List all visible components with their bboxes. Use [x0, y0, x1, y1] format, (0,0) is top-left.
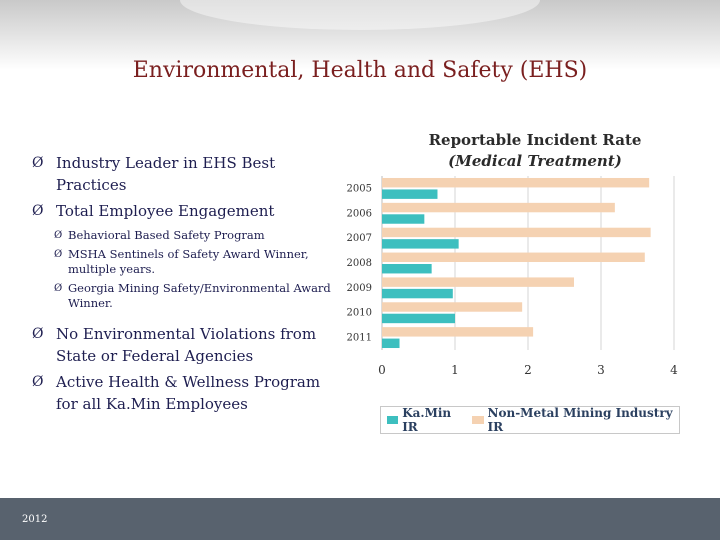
sub-bullet-item: Ø Behavioral Based Safety Program: [54, 228, 342, 243]
y-tick-label: 2010: [347, 308, 372, 319]
bullet-text: Active Health & Wellness Program for all…: [56, 373, 321, 413]
chart-subtitle: (Medical Treatment): [448, 152, 622, 170]
bullet-text: No Environmental Violations from State o…: [56, 325, 317, 365]
y-tick-label: 2009: [347, 283, 372, 294]
bar-kamin: [382, 214, 425, 224]
chart-legend: Ka.Min IR Non-Metal Mining Industry IR: [380, 406, 680, 434]
header-banner: [0, 0, 720, 70]
legend-swatch: [472, 416, 484, 424]
bullet-arrow-icon: Ø: [32, 374, 44, 390]
bar-kamin: [382, 264, 432, 274]
sub-bullet-text: Georgia Mining Safety/Environmental Awar…: [68, 281, 331, 310]
y-tick-label: 2007: [347, 233, 372, 244]
sub-bullet-list: Ø Behavioral Based Safety Program Ø MSHA…: [32, 228, 342, 311]
banner-decoration: [180, 0, 540, 30]
bullet-item: Ø Total Employee Engagement: [32, 200, 342, 222]
bullet-arrow-icon: Ø: [32, 155, 44, 171]
bullet-item: Ø Active Health & Wellness Program for a…: [32, 371, 342, 415]
bar-industry: [382, 202, 615, 213]
bar-industry: [382, 277, 574, 287]
x-tick-label: 1: [451, 363, 459, 377]
x-tick-label: 0: [378, 363, 386, 377]
bar-industry: [382, 227, 651, 238]
bar-industry: [382, 252, 645, 263]
footer-year: 2012: [22, 514, 48, 525]
incident-rate-chart: 0 1 2 3 4 2005 2006 2007 2008 2009 2010 2011: [347, 176, 678, 377]
x-tick-label: 2: [524, 363, 532, 377]
sub-bullet-text: MSHA Sentinels of Safety Award Winner, m…: [68, 247, 309, 276]
bullet-arrow-icon: Ø: [32, 203, 44, 219]
y-tick-label: 2005: [347, 183, 372, 194]
bullet-text: Industry Leader in EHS Best Practices: [56, 154, 276, 194]
bullet-list: Ø Industry Leader in EHS Best Practices …: [32, 152, 342, 419]
legend-swatch: [387, 416, 399, 424]
y-tick-label: 2008: [347, 258, 372, 269]
legend-item-industry: Non-Metal Mining Industry IR: [472, 406, 679, 434]
sub-bullet-arrow-icon: Ø: [54, 249, 63, 260]
bullet-item: Ø Industry Leader in EHS Best Practices: [32, 152, 342, 196]
bar-kamin: [382, 239, 459, 249]
bullet-text: Total Employee Engagement: [56, 202, 275, 220]
legend-label: Ka.Min IR: [402, 406, 452, 434]
bullet-arrow-icon: Ø: [32, 326, 44, 342]
bar-kamin: [382, 338, 400, 349]
sub-bullet-arrow-icon: Ø: [54, 283, 63, 294]
bar-kamin: [382, 288, 453, 299]
slide-title: Environmental, Health and Safety (EHS): [132, 58, 588, 83]
chart-title: Reportable Incident Rate: [428, 131, 642, 149]
bar-industry: [382, 302, 523, 312]
legend-label: Non-Metal Mining Industry IR: [487, 406, 673, 434]
footer-bar: 2012: [0, 498, 720, 540]
sub-bullet-arrow-icon: Ø: [54, 230, 63, 241]
bar-industry: [382, 327, 534, 337]
bar-industry: [382, 177, 650, 188]
sub-bullet-text: Behavioral Based Safety Program: [68, 228, 265, 242]
legend-item-kamin: Ka.Min IR: [387, 406, 466, 434]
bar-kamin: [382, 313, 455, 324]
x-tick-label: 4: [670, 363, 678, 377]
sub-bullet-item: Ø MSHA Sentinels of Safety Award Winner,…: [54, 247, 342, 277]
sub-bullet-item: Ø Georgia Mining Safety/Environmental Aw…: [54, 281, 342, 311]
y-tick-label: 2006: [347, 208, 372, 219]
bullet-item: Ø No Environmental Violations from State…: [32, 323, 342, 367]
bar-kamin: [382, 189, 438, 199]
x-tick-label: 3: [597, 363, 605, 377]
y-tick-label: 2011: [347, 333, 372, 344]
